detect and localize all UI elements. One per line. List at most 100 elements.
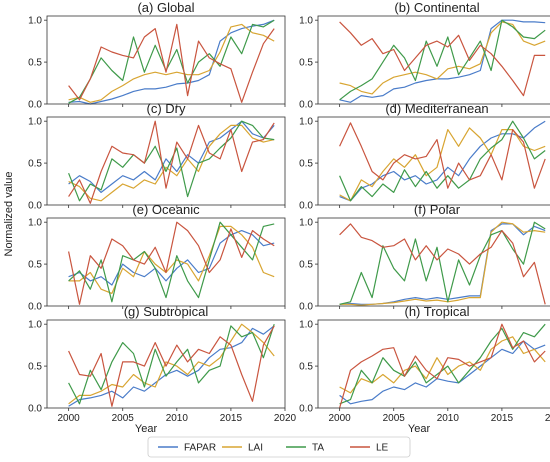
panel-5: (e) Oceanic 0.0 0.5 1.0 xyxy=(28,202,286,313)
series-line-ta xyxy=(339,221,546,305)
panel-title: (b) Continental xyxy=(394,0,479,15)
plot-frame xyxy=(46,116,286,206)
series-line-fapar xyxy=(339,340,546,405)
y-tick-label: 0.0 xyxy=(28,404,42,415)
panel-title: (h) Tropical xyxy=(404,304,469,319)
plot-frame xyxy=(317,217,550,307)
legend-item-ta: TA xyxy=(286,443,324,454)
series-line-ta xyxy=(68,19,275,104)
x-axis-title-right: Year xyxy=(408,423,431,435)
series-line-ta xyxy=(68,120,275,202)
series-line-ta xyxy=(339,19,546,101)
series-line-lai xyxy=(339,336,546,394)
series-line-ta xyxy=(339,120,546,202)
x-tick-label: 2010 xyxy=(437,413,460,424)
x-tick-label: 2015 xyxy=(491,413,514,424)
plot-frame xyxy=(46,319,286,409)
series-line-le xyxy=(339,323,546,409)
x-tick-label: 2010 xyxy=(166,413,189,424)
series-line-lai xyxy=(68,225,275,294)
plot-frame xyxy=(46,217,286,307)
y-tick-label: 0.5 xyxy=(28,159,42,170)
y-tick-label: 0.0 xyxy=(28,100,42,111)
y-axis-title: Normalized value xyxy=(3,172,15,257)
panel-8: (h) Tropical 0.0 0.5 1.0 2000 2005 2010 2015 202… xyxy=(299,304,550,424)
y-tick-label: 1.0 xyxy=(28,16,42,27)
y-tick-label: 0.0 xyxy=(299,201,313,212)
y-tick-label: 1.0 xyxy=(299,218,313,229)
panel-title: (g) Subtropical xyxy=(124,304,209,319)
y-tick-label: 0.5 xyxy=(299,159,313,170)
y-tick-label: 0.0 xyxy=(299,302,313,313)
y-tick-label: 0.5 xyxy=(299,362,313,373)
y-tick-label: 0.5 xyxy=(299,260,313,271)
legend-box xyxy=(147,436,411,458)
x-tick-label: 2000 xyxy=(329,413,352,424)
y-tick-label: 1.0 xyxy=(28,117,42,128)
panel-title: (e) Oceanic xyxy=(132,202,200,217)
y-tick-label: 1.0 xyxy=(28,218,42,229)
panel-1: (a) Global 0.0 0.5 1.0 xyxy=(28,0,286,111)
series-line-le xyxy=(339,122,546,189)
y-tick-label: 0.0 xyxy=(299,100,313,111)
legend-item-le: LE xyxy=(350,443,389,454)
y-tick-label: 0.5 xyxy=(28,260,42,271)
legend-item-fapar: FAPAR xyxy=(158,443,216,454)
panel-3: (c) Dry 0.0 0.5 1.0 xyxy=(28,101,286,212)
series-line-lai xyxy=(339,221,546,306)
panel-7: (g) Subtropical 0.0 0.5 1.0 2000 2005 2010 2015… xyxy=(28,304,296,424)
y-tick-label: 1.0 xyxy=(299,16,313,27)
series-line-fapar xyxy=(339,19,546,103)
x-tick-label: 2015 xyxy=(220,413,243,424)
series-line-lai xyxy=(68,124,275,202)
plot-frame xyxy=(317,319,550,409)
series-line-lai xyxy=(68,23,275,103)
y-tick-label: 0.5 xyxy=(28,58,42,69)
series-line-le xyxy=(68,325,275,407)
legend-label: LAI xyxy=(248,443,263,454)
panel-4: (d) Mediterranean 0.0 0.5 1.0 xyxy=(299,101,550,212)
panel-6: (f) Polar 0.0 0.5 1.0 xyxy=(299,202,550,313)
series-line-ta xyxy=(68,324,275,405)
y-tick-label: 1.0 xyxy=(299,320,313,331)
legend-item-lai: LAI xyxy=(222,443,263,454)
panel-2: (b) Continental 0.0 0.5 1.0 xyxy=(299,0,550,111)
y-tick-label: 1.0 xyxy=(299,117,313,128)
y-tick-label: 0.0 xyxy=(28,302,42,313)
series-line-fapar xyxy=(68,325,275,407)
y-tick-label: 1.0 xyxy=(28,320,42,331)
y-tick-label: 0.5 xyxy=(28,362,42,373)
series-line-ta xyxy=(339,323,546,405)
series-line-lai xyxy=(68,323,275,405)
x-tick-label: 2020 xyxy=(545,413,550,424)
series-line-le xyxy=(68,120,275,204)
panel-title: (d) Mediterranean xyxy=(385,101,488,116)
legend-label: FAPAR xyxy=(184,443,216,454)
y-tick-label: 0.5 xyxy=(299,58,313,69)
legend: FAPAR LAI TA LE xyxy=(147,436,411,458)
plot-frame xyxy=(46,15,286,105)
plot-frame xyxy=(317,15,550,105)
series-line-lai xyxy=(339,127,546,202)
panel-title: (f) Polar xyxy=(414,202,461,217)
x-tick-label: 2005 xyxy=(383,413,406,424)
x-tick-label: 2000 xyxy=(58,413,81,424)
panel-title: (a) Global xyxy=(137,0,194,15)
series-line-lai xyxy=(339,21,546,95)
x-axis-title-left: Year xyxy=(135,423,158,435)
panel-title: (c) Dry xyxy=(147,101,186,116)
series-line-fapar xyxy=(68,19,275,105)
series-line-le xyxy=(339,21,546,97)
y-tick-label: 0.0 xyxy=(299,404,313,415)
series-line-fapar xyxy=(68,120,275,193)
y-tick-label: 0.0 xyxy=(28,201,42,212)
series-line-le xyxy=(339,223,546,305)
legend-label: LE xyxy=(376,443,389,454)
series-line-fapar xyxy=(339,120,546,202)
x-tick-label: 2020 xyxy=(274,413,297,424)
plot-frame xyxy=(317,116,550,206)
panel-grid: (a) Global 0.0 0.5 1.0 (b) Continental 0.0 0.5… xyxy=(28,0,550,424)
series-line-le xyxy=(68,221,275,305)
series-line-ta xyxy=(68,221,275,303)
